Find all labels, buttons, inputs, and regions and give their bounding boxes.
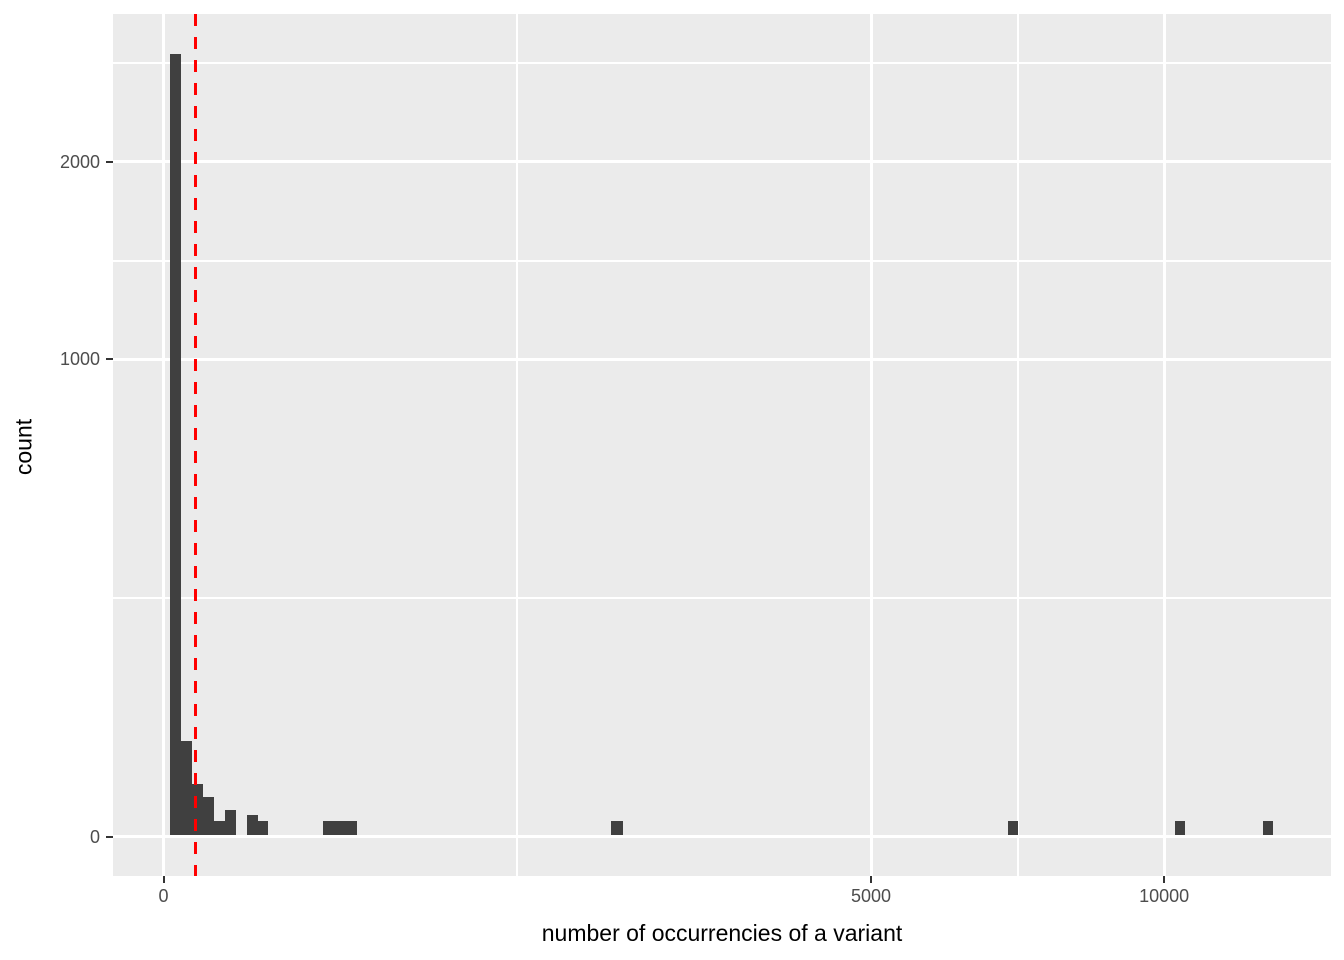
histogram-bar xyxy=(191,784,203,835)
y-axis-tick xyxy=(106,835,113,838)
x-axis-title: number of occurrencies of a variant xyxy=(541,920,903,946)
gridline-x-major xyxy=(869,14,873,876)
x-axis-tick-label: 10000 xyxy=(1139,886,1190,906)
gridline-y-minor xyxy=(113,259,1331,262)
gridline-y-major xyxy=(113,357,1331,361)
histogram-bar xyxy=(213,821,225,835)
histogram-bar xyxy=(202,796,214,835)
histogram-bar xyxy=(1263,821,1274,835)
histogram-bar xyxy=(323,821,357,835)
histogram-bar xyxy=(1174,821,1185,835)
histogram-bar xyxy=(257,821,269,835)
histogram-bar xyxy=(610,821,624,835)
reference-line xyxy=(193,14,197,876)
x-axis-tick-label: 0 xyxy=(158,886,169,906)
y-axis-title: count xyxy=(10,418,37,475)
y-axis-tick-label: 1000 xyxy=(59,349,100,370)
x-axis-tick-label: 5000 xyxy=(850,886,892,906)
histogram-bar xyxy=(169,53,182,835)
x-axis-tick xyxy=(870,876,873,883)
histogram-bar xyxy=(181,741,192,835)
y-axis-tick-label: 2000 xyxy=(59,151,100,172)
x-axis-tick xyxy=(162,876,165,883)
x-axis-tick xyxy=(1163,876,1166,883)
gridline-y-major xyxy=(113,160,1331,164)
histogram-bar xyxy=(1008,821,1018,835)
gridline-y-minor xyxy=(113,61,1331,64)
gridline-x-major xyxy=(1162,14,1166,876)
plot-panel xyxy=(113,14,1331,876)
y-axis-tick-label: 0 xyxy=(89,826,100,847)
gridline-x-major xyxy=(162,14,165,876)
histogram-bar xyxy=(246,815,258,835)
gridline-y-zero xyxy=(113,835,1331,838)
y-axis-tick xyxy=(106,160,113,163)
histogram-bar xyxy=(224,810,236,835)
gridline-y-minor xyxy=(113,596,1331,599)
gridline-x-minor xyxy=(1016,14,1019,876)
y-axis-tick xyxy=(106,358,113,361)
gridline-x-minor xyxy=(516,14,519,876)
